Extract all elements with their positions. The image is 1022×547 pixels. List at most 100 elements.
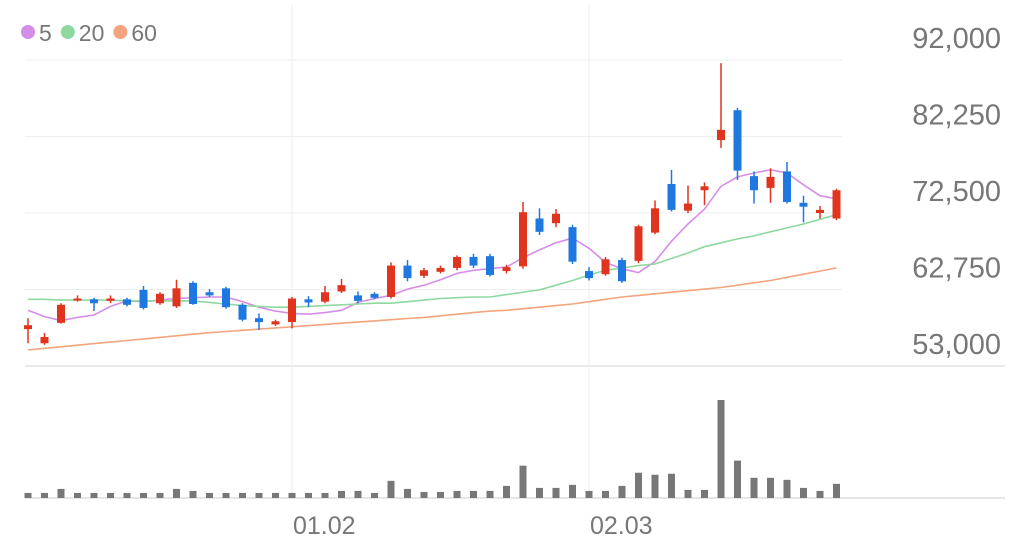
- candle-body: [57, 304, 65, 323]
- volume-bar: [57, 488, 65, 498]
- volume-bar: [470, 490, 477, 498]
- ma-line: [27, 168, 837, 322]
- candle-body: [271, 321, 280, 325]
- volume-bar: [734, 460, 741, 498]
- candle-body: [123, 299, 131, 305]
- volume-bar: [437, 491, 444, 498]
- candle-body: [832, 190, 841, 219]
- volume-bar: [668, 473, 675, 498]
- volume-bar: [816, 490, 824, 498]
- candle-body: [172, 288, 181, 307]
- volume-bar: [140, 492, 147, 498]
- candle-body: [222, 288, 230, 308]
- candle-body: [618, 260, 626, 282]
- legend-label: 60: [131, 20, 157, 46]
- volume-bar: [503, 485, 510, 498]
- volume-bar: [536, 487, 543, 498]
- volume-bar: [74, 492, 81, 498]
- candle-body: [24, 325, 32, 330]
- volume-bar: [783, 479, 791, 498]
- candle-body: [502, 267, 511, 272]
- volume-bar: [338, 490, 345, 498]
- candle-body: [453, 256, 461, 268]
- candle-body: [354, 295, 362, 301]
- candle-body: [436, 267, 445, 272]
- candle-body: [766, 176, 775, 188]
- volume-bar: [189, 490, 197, 498]
- volume-bar: [41, 492, 48, 498]
- x-tick-label: 01.02: [293, 512, 356, 540]
- volume-bar: [123, 492, 131, 498]
- volume-bar: [618, 485, 626, 498]
- volume-bar: [767, 477, 774, 498]
- volume-bar: [90, 492, 98, 498]
- candle-body: [304, 299, 313, 303]
- candle-body: [750, 176, 758, 191]
- candle-body: [403, 265, 412, 279]
- volume-bar: [107, 492, 114, 498]
- legend-label: 5: [39, 20, 52, 46]
- y-tick-label: 82,250: [912, 100, 1001, 132]
- candle-body: [106, 298, 115, 301]
- candle-body: [189, 282, 197, 305]
- candle-body: [535, 218, 544, 232]
- candle-body: [816, 209, 824, 213]
- volume-bar: [272, 492, 279, 498]
- legend-swatch: [21, 25, 35, 39]
- candle-body: [568, 227, 577, 262]
- candle-body: [700, 186, 709, 191]
- x-tick-label: 02.03: [590, 512, 653, 540]
- y-tick-label: 72,500: [912, 176, 1001, 208]
- candle-body: [255, 318, 263, 323]
- candle-body: [420, 270, 428, 276]
- candle-body: [733, 110, 742, 171]
- volume-bar: [404, 488, 411, 498]
- volume-bar: [354, 490, 362, 498]
- candle-body: [205, 292, 214, 296]
- y-tick-label: 92,000: [912, 23, 1001, 55]
- legend-swatch: [113, 25, 128, 39]
- candle-body: [585, 271, 593, 279]
- volume-bar: [717, 400, 725, 498]
- volume-bar: [453, 490, 461, 498]
- candle-body: [156, 293, 164, 304]
- volume-bar: [305, 492, 312, 498]
- candle-body: [387, 265, 395, 297]
- candle-body: [552, 213, 560, 224]
- legend-label: 20: [79, 20, 105, 46]
- volume-bar: [239, 492, 246, 498]
- volume-bar: [486, 490, 494, 498]
- volume-bar: [387, 480, 395, 498]
- volume-bar: [519, 465, 527, 498]
- volume-bar: [833, 483, 840, 498]
- volume-bar: [420, 491, 428, 498]
- candle-body: [601, 259, 610, 275]
- volume-bar: [288, 492, 296, 498]
- volume-bar: [750, 477, 758, 498]
- candle-body: [799, 202, 808, 207]
- volume-bar: [701, 489, 708, 498]
- candle-body: [783, 171, 791, 203]
- volume-bar: [222, 492, 230, 498]
- candle-body: [238, 304, 247, 320]
- ma-line: [27, 267, 837, 351]
- candle-body: [519, 212, 527, 267]
- candle-body: [486, 256, 494, 275]
- volume-bar: [321, 492, 329, 498]
- volume-bar: [156, 492, 164, 498]
- candle-body: [717, 129, 725, 141]
- volume-bar: [206, 492, 213, 498]
- candle-body: [370, 293, 379, 298]
- candle-body: [337, 285, 346, 292]
- candle-body: [651, 208, 659, 233]
- volume-bar: [371, 492, 378, 498]
- volume-bar: [800, 487, 807, 498]
- y-tick-label: 53,000: [912, 329, 1001, 361]
- volume-bar: [569, 484, 576, 498]
- candle-body: [40, 336, 49, 344]
- volume-bar: [585, 490, 593, 498]
- volume-bar: [684, 489, 692, 498]
- volume-bar: [552, 487, 560, 498]
- candle-body: [321, 292, 329, 302]
